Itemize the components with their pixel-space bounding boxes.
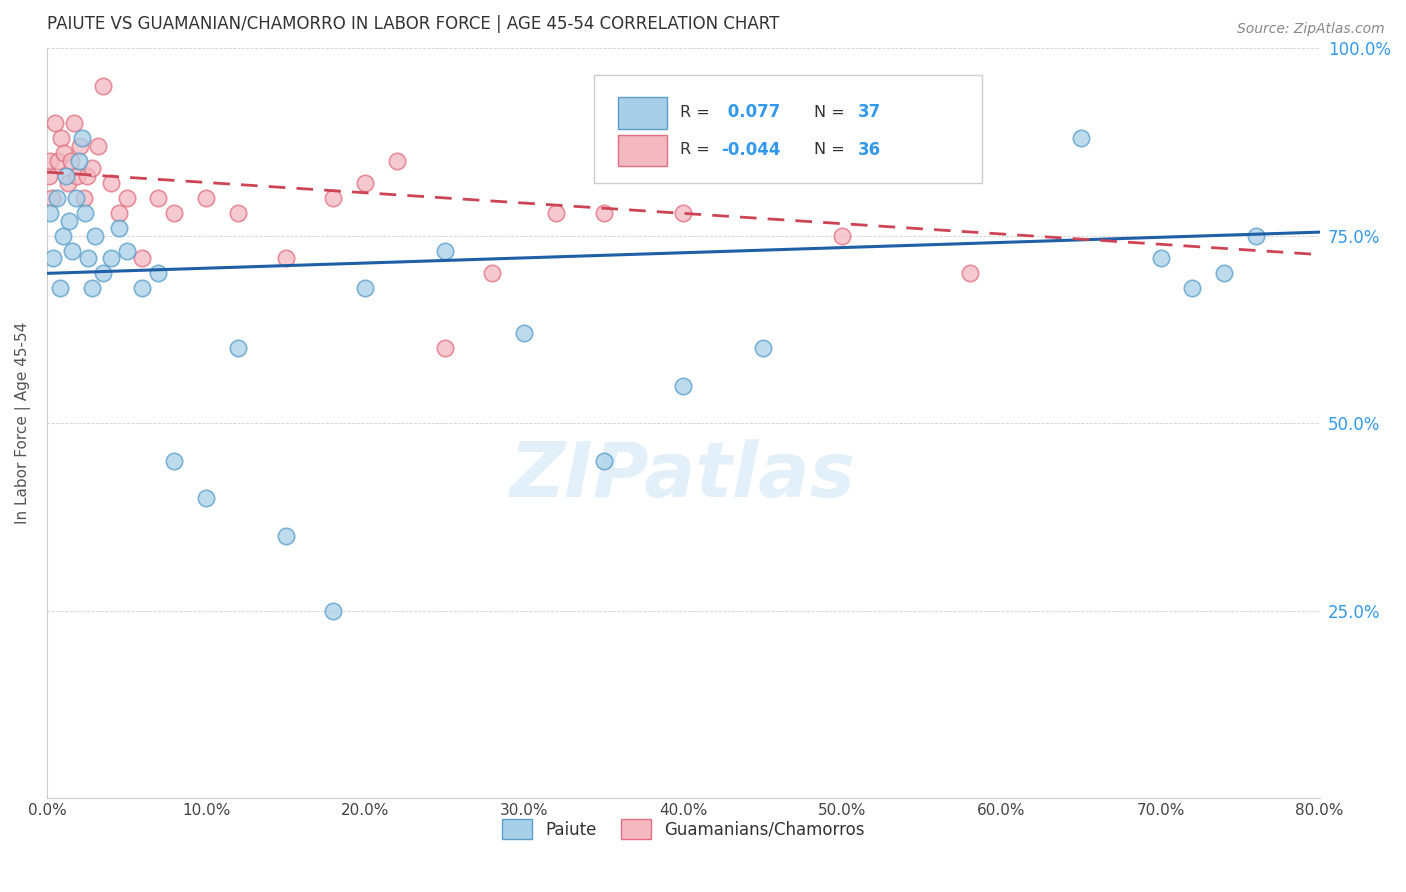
Point xyxy=(195,491,218,506)
Point xyxy=(62,244,84,258)
FancyBboxPatch shape xyxy=(619,97,666,128)
Point xyxy=(148,191,170,205)
Point xyxy=(592,206,614,220)
Point xyxy=(75,206,97,220)
Point xyxy=(91,266,114,280)
Point xyxy=(1070,131,1092,145)
Point xyxy=(100,252,122,266)
Text: -0.044: -0.044 xyxy=(721,141,780,159)
Point xyxy=(672,206,695,220)
Point xyxy=(354,281,377,295)
Point xyxy=(80,281,103,295)
Text: 37: 37 xyxy=(858,103,882,121)
FancyBboxPatch shape xyxy=(619,135,666,166)
Point xyxy=(672,379,695,393)
Text: R =: R = xyxy=(679,142,714,157)
Legend: Paiute, Guamanians/Chamorros: Paiute, Guamanians/Chamorros xyxy=(495,813,872,846)
Point xyxy=(592,454,614,468)
Point xyxy=(87,139,110,153)
Text: N =: N = xyxy=(814,104,851,120)
Point xyxy=(544,206,567,220)
Point xyxy=(45,191,67,205)
Point xyxy=(69,139,91,153)
Point xyxy=(59,153,82,168)
Point xyxy=(115,191,138,205)
Text: 0.077: 0.077 xyxy=(721,103,780,121)
Point xyxy=(56,177,79,191)
Y-axis label: In Labor Force | Age 45-54: In Labor Force | Age 45-54 xyxy=(15,322,31,524)
Point xyxy=(53,146,76,161)
Point xyxy=(44,116,66,130)
Point xyxy=(42,252,65,266)
Point xyxy=(38,169,60,183)
Point xyxy=(274,529,297,543)
Point xyxy=(131,281,153,295)
Point xyxy=(831,228,853,243)
Point xyxy=(41,191,63,205)
Point xyxy=(77,252,100,266)
Point xyxy=(67,153,90,168)
Point xyxy=(195,191,218,205)
Point xyxy=(48,281,70,295)
Point xyxy=(46,153,69,168)
Point xyxy=(76,169,98,183)
Point xyxy=(322,604,344,618)
Text: 36: 36 xyxy=(858,141,880,159)
Point xyxy=(91,78,114,93)
Point xyxy=(148,266,170,280)
Text: N =: N = xyxy=(814,142,851,157)
Point xyxy=(163,206,186,220)
Point xyxy=(513,326,536,341)
Point xyxy=(131,252,153,266)
FancyBboxPatch shape xyxy=(595,75,983,184)
Point xyxy=(752,341,775,355)
Point xyxy=(481,266,503,280)
Point xyxy=(63,116,86,130)
Point xyxy=(55,169,77,183)
Point xyxy=(385,153,408,168)
Point xyxy=(163,454,186,468)
Point xyxy=(959,266,981,280)
Text: R =: R = xyxy=(679,104,714,120)
Point xyxy=(322,191,344,205)
Point xyxy=(66,169,89,183)
Text: Source: ZipAtlas.com: Source: ZipAtlas.com xyxy=(1237,22,1385,37)
Point xyxy=(39,206,62,220)
Point xyxy=(354,177,377,191)
Point xyxy=(274,252,297,266)
Point xyxy=(58,214,80,228)
Point xyxy=(52,228,75,243)
Point xyxy=(1149,252,1171,266)
Text: ZIPatlas: ZIPatlas xyxy=(510,439,856,513)
Point xyxy=(1213,266,1236,280)
Text: PAIUTE VS GUAMANIAN/CHAMORRO IN LABOR FORCE | AGE 45-54 CORRELATION CHART: PAIUTE VS GUAMANIAN/CHAMORRO IN LABOR FO… xyxy=(46,15,779,33)
Point xyxy=(1181,281,1204,295)
Point xyxy=(107,221,129,235)
Point xyxy=(65,191,87,205)
Point xyxy=(433,341,456,355)
Point xyxy=(433,244,456,258)
Point xyxy=(1244,228,1267,243)
Point xyxy=(70,131,93,145)
Point xyxy=(51,131,73,145)
Point xyxy=(39,153,62,168)
Point xyxy=(226,206,249,220)
Point xyxy=(72,191,94,205)
Point xyxy=(107,206,129,220)
Point xyxy=(226,341,249,355)
Point xyxy=(115,244,138,258)
Point xyxy=(80,161,103,176)
Point xyxy=(100,177,122,191)
Point xyxy=(83,228,105,243)
